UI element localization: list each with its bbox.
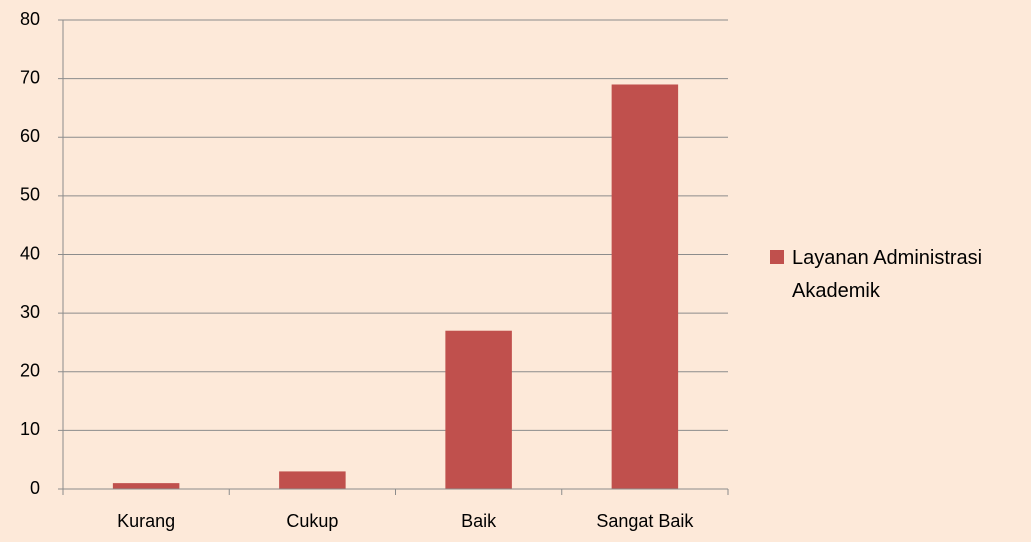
- legend-label: Layanan Administrasi Akademik: [792, 247, 983, 302]
- x-tick-label: Cukup: [286, 511, 338, 531]
- y-tick-label: 50: [20, 185, 40, 205]
- y-tick-label: 40: [20, 243, 40, 263]
- y-tick-label: 10: [20, 419, 40, 439]
- bar: [611, 84, 679, 490]
- x-tick-label: Sangat Baik: [596, 511, 694, 531]
- bar: [279, 471, 346, 489]
- bar: [445, 330, 512, 489]
- legend-swatch: [770, 250, 784, 264]
- legend: Layanan Administrasi Akademik: [770, 242, 1010, 308]
- y-tick-label: 20: [20, 361, 40, 381]
- x-tick-label: Kurang: [117, 511, 175, 531]
- y-tick-label: 0: [30, 478, 40, 498]
- bar: [112, 483, 180, 489]
- y-tick-label: 60: [20, 126, 40, 146]
- x-tick-label: Baik: [461, 511, 497, 531]
- y-tick-label: 80: [20, 9, 40, 29]
- y-tick-label: 70: [20, 67, 40, 87]
- y-tick-label: 30: [20, 302, 40, 322]
